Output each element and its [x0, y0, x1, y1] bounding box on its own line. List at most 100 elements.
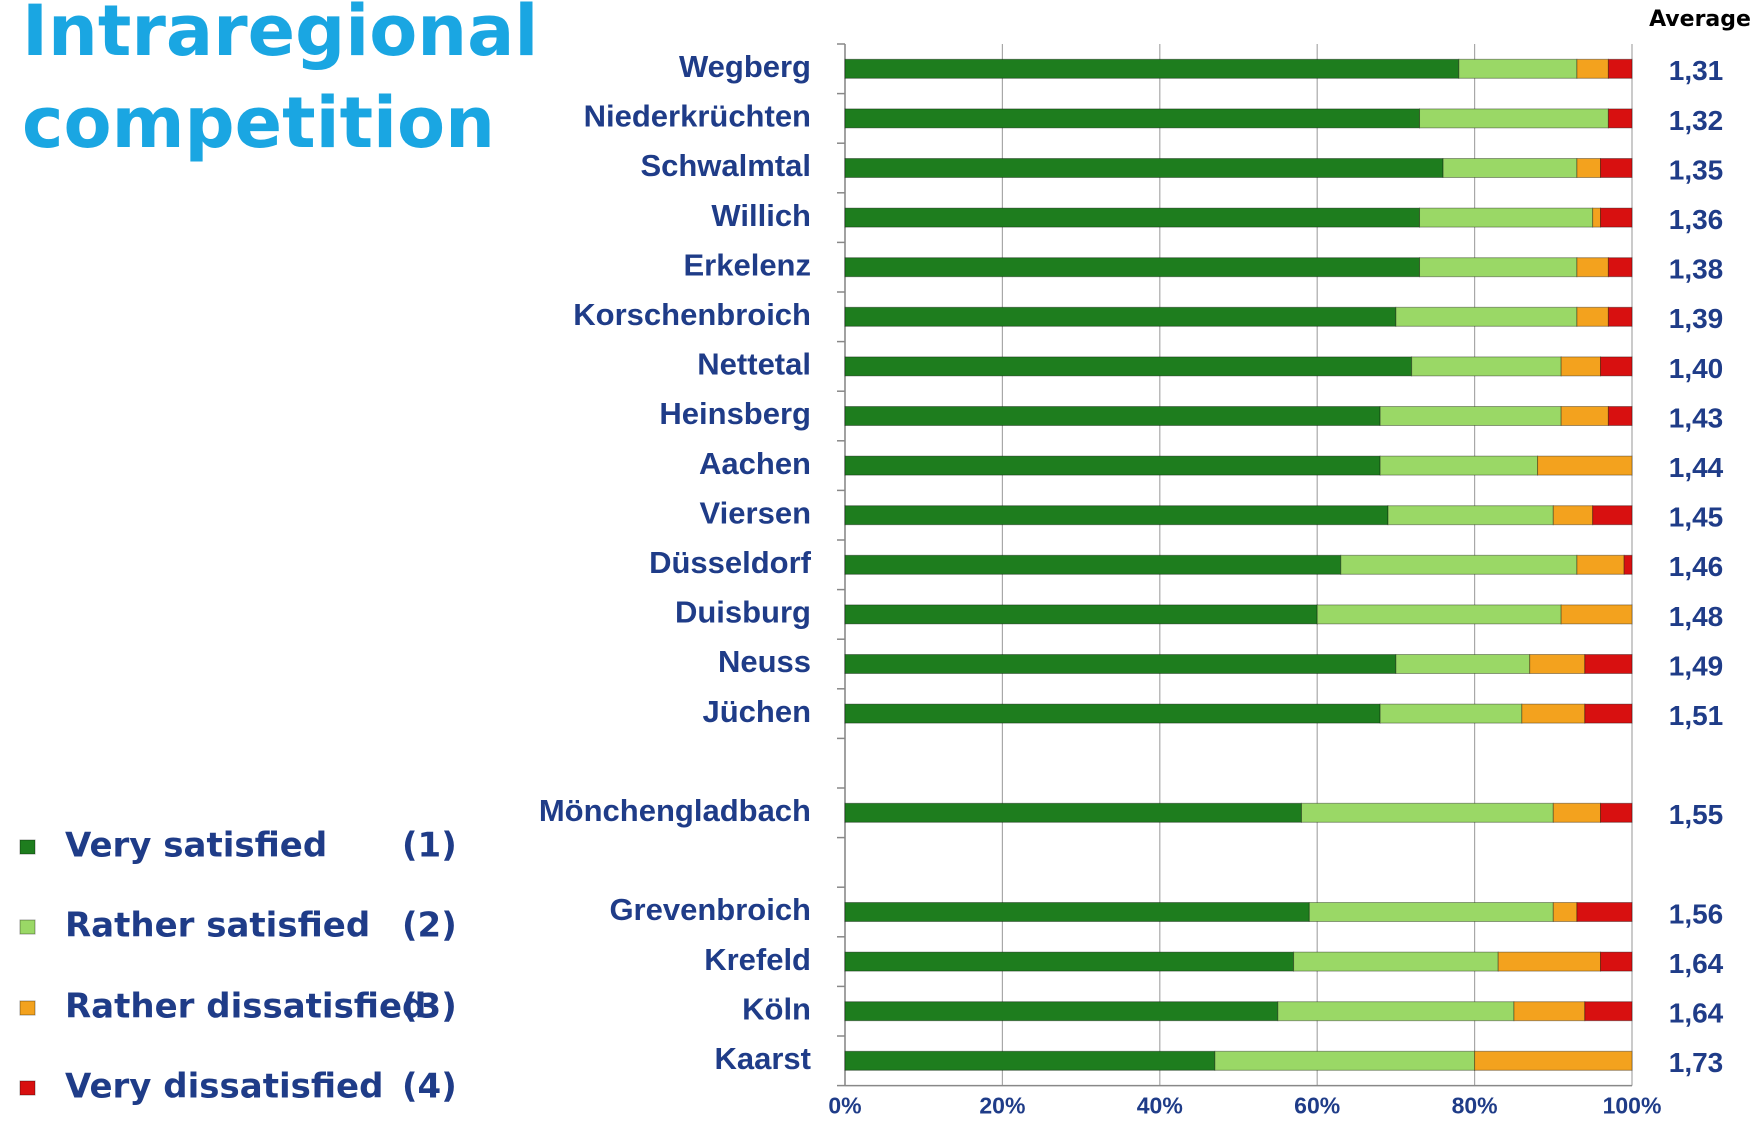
- bar-segment: [1316, 604, 1562, 625]
- bar-segment: [1576, 554, 1625, 575]
- bar-segment: [1592, 207, 1602, 228]
- bar-segment: [1600, 158, 1633, 178]
- bar-segment: [844, 902, 1310, 922]
- bar-segment: [844, 306, 1397, 327]
- legend-label: Rather dissatisfied: [65, 987, 426, 1027]
- category-label: Aachen: [699, 446, 811, 481]
- bar-segment: [844, 455, 1381, 476]
- bar-segment: [844, 1050, 1216, 1071]
- bar-segment: [1379, 406, 1562, 426]
- bar-segment: [1576, 257, 1609, 278]
- average-label: 1,73: [1669, 1047, 1724, 1078]
- category-label: Duisburg: [675, 595, 811, 630]
- bar-segment: [1576, 902, 1633, 922]
- category-label: Neuss: [718, 644, 811, 679]
- chart-title: Intraregional: [22, 0, 538, 72]
- average-label: 1,35: [1669, 154, 1724, 185]
- average-label: 1,43: [1669, 402, 1724, 433]
- bar-segment: [1411, 356, 1562, 377]
- x-tick-label: 0%: [828, 1093, 861, 1119]
- bar-segment: [1300, 802, 1554, 823]
- legend-code: (4): [402, 1067, 457, 1107]
- bar-segment: [1442, 158, 1578, 178]
- bar-segment: [844, 654, 1397, 674]
- bar-segment: [1395, 306, 1578, 327]
- bar-segment: [1379, 455, 1539, 476]
- bar-segment: [1576, 158, 1602, 178]
- average-label: 1,44: [1669, 452, 1724, 483]
- bar-segment: [1560, 406, 1609, 426]
- bar-segment: [1607, 108, 1633, 129]
- bar-segment: [844, 406, 1381, 426]
- bar-segment: [1513, 1001, 1586, 1022]
- average-label: 1,31: [1669, 55, 1724, 86]
- bar-segment: [844, 58, 1460, 79]
- category-label: Düsseldorf: [649, 545, 812, 580]
- average-label: 1,64: [1669, 998, 1724, 1029]
- average-label: 1,48: [1669, 601, 1724, 632]
- category-label: Köln: [742, 991, 811, 1026]
- x-tick-label: 80%: [1452, 1093, 1498, 1119]
- bar-segment: [1529, 654, 1586, 674]
- bar-segment: [1419, 207, 1594, 228]
- category-label: Viersen: [700, 495, 811, 530]
- bar-segment: [1458, 58, 1578, 79]
- category-label: Willich: [711, 198, 811, 233]
- x-tick-label: 20%: [979, 1093, 1025, 1119]
- bar-segment: [844, 207, 1421, 228]
- bar-segment: [1497, 951, 1602, 972]
- bar-segment: [1552, 505, 1594, 526]
- bar-segment: [1607, 257, 1633, 278]
- legend-code: (3): [402, 987, 457, 1027]
- bar-segment: [1607, 58, 1633, 79]
- bar-segment: [1537, 455, 1633, 476]
- bar-segment: [1419, 257, 1578, 278]
- bar-segment: [1395, 654, 1531, 674]
- bar-segment: [1584, 1001, 1633, 1022]
- bar-segment: [1600, 356, 1633, 377]
- bar-segment: [1214, 1050, 1476, 1071]
- legend-marker: [19, 1000, 36, 1016]
- bar-segment: [1600, 207, 1633, 228]
- average-label: 1,55: [1669, 799, 1724, 830]
- legend-marker: [19, 839, 36, 855]
- category-label: Schwalmtal: [640, 148, 811, 183]
- bar-segment: [844, 1001, 1279, 1022]
- bar-segment: [844, 554, 1342, 575]
- bar-segment: [1340, 554, 1578, 575]
- bar-segment: [844, 604, 1318, 625]
- bar-segment: [1474, 1050, 1633, 1071]
- legend-label: Very dissatisfied: [65, 1067, 383, 1107]
- legend-label: Rather satisfied: [65, 906, 370, 946]
- average-label: 1,45: [1669, 502, 1724, 533]
- bar-segment: [1576, 58, 1609, 79]
- bar-segment: [1379, 703, 1523, 724]
- category-label: Korschenbroich: [573, 297, 811, 332]
- category-label: Kaarst: [715, 1041, 812, 1076]
- bar-segment: [844, 257, 1421, 278]
- bar-segment: [1387, 505, 1554, 526]
- bar-segment: [1592, 505, 1633, 526]
- category-label: Mönchengladbach: [539, 793, 811, 828]
- bar-segment: [1576, 306, 1609, 327]
- category-label: Jüchen: [702, 694, 811, 729]
- average-header: Average: [1649, 7, 1751, 32]
- average-label: 1,49: [1669, 650, 1724, 681]
- average-label: 1,36: [1669, 204, 1724, 235]
- bar-segment: [1584, 654, 1633, 674]
- x-tick-label: 100%: [1603, 1093, 1662, 1119]
- bar-segment: [1600, 802, 1633, 823]
- average-label: 1,46: [1669, 551, 1724, 582]
- average-label: 1,56: [1669, 898, 1724, 929]
- bar-segment: [1308, 902, 1554, 922]
- average-label: 1,40: [1669, 353, 1724, 384]
- average-label: 1,38: [1669, 254, 1724, 285]
- bar-segment: [844, 951, 1295, 972]
- chart-title: competition: [22, 82, 495, 164]
- legend-label: Very satisfied: [65, 826, 327, 866]
- category-label: Krefeld: [704, 942, 811, 977]
- category-label: Heinsberg: [659, 396, 811, 431]
- bar-segment: [1293, 951, 1499, 972]
- legend-marker: [19, 1080, 36, 1096]
